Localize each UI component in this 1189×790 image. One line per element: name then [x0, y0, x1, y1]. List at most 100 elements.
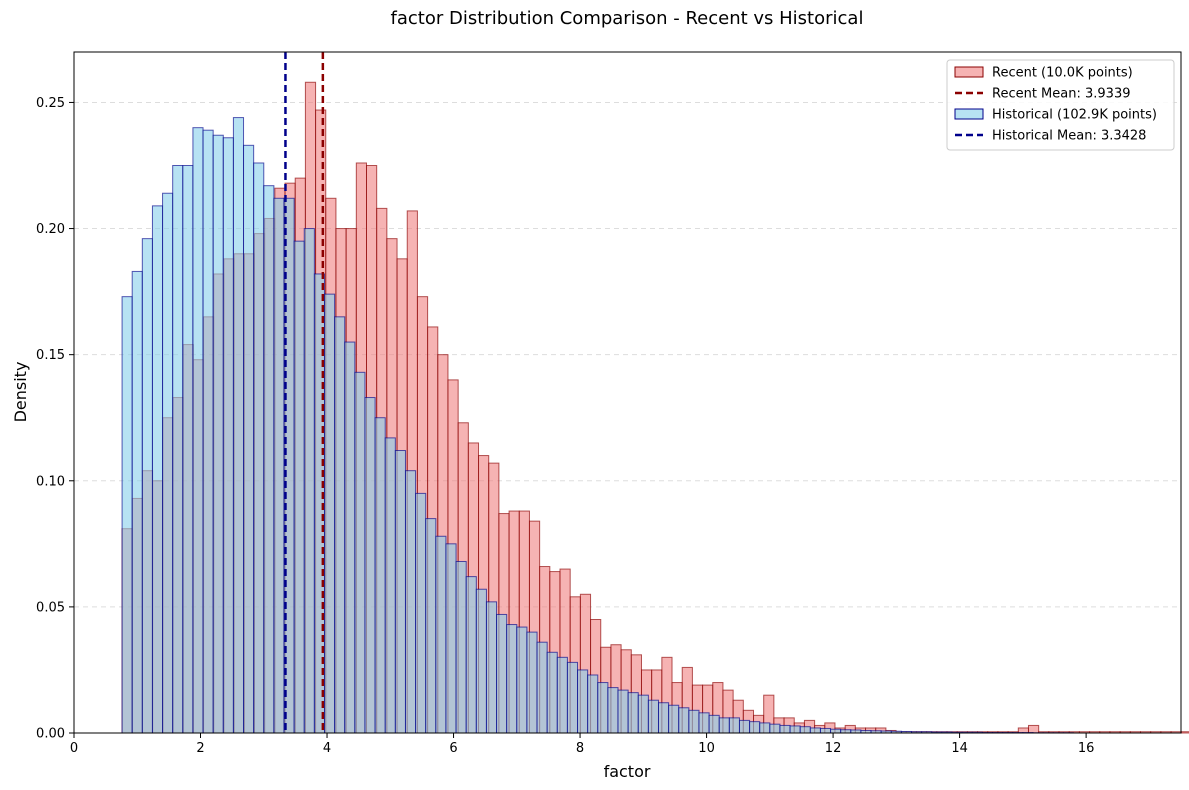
historical-bar	[577, 669, 589, 734]
historical-bar	[465, 576, 477, 734]
historical-bar	[121, 296, 133, 734]
historical-bar	[182, 165, 194, 734]
historical-bar	[728, 717, 740, 734]
historical-bar	[445, 543, 457, 734]
chart-title: factor Distribution Comparison - Recent …	[391, 8, 864, 29]
historical-bar	[546, 651, 558, 734]
historical-bar	[162, 192, 174, 734]
y-tick-label: 0.05	[36, 600, 65, 615]
historical-bar	[243, 144, 255, 734]
historical-bar	[253, 162, 265, 734]
y-tick-label: 0.20	[36, 222, 65, 237]
historical-bar	[779, 724, 791, 734]
historical-bar	[374, 417, 386, 734]
y-tick-label: 0.25	[36, 96, 65, 111]
historical-series-bars	[121, 117, 1074, 734]
historical-bar	[516, 626, 528, 734]
historical-bar	[496, 613, 508, 734]
historical-bar	[556, 656, 568, 734]
historical-bar	[455, 560, 467, 734]
historical-bar	[303, 228, 315, 734]
legend-swatch	[954, 66, 984, 78]
legend-label: Historical Mean: 3.3428	[992, 129, 1146, 144]
historical-bar	[830, 728, 842, 734]
historical-bar	[415, 492, 427, 734]
historical-bar	[475, 588, 487, 734]
historical-bar	[192, 127, 204, 734]
plot-area-frame	[73, 51, 1182, 734]
historical-bar	[647, 699, 659, 734]
historical-bar	[293, 240, 305, 734]
historical-bar	[506, 624, 518, 734]
historical-bar	[404, 470, 417, 734]
historical-bar	[769, 723, 781, 734]
x-tick-label: 4	[323, 741, 331, 756]
x-tick-label: 0	[70, 741, 78, 756]
historical-bar	[354, 371, 366, 734]
historical-bar	[485, 601, 498, 734]
historical-bar	[627, 692, 639, 734]
historical-bar	[597, 682, 609, 734]
historical-bar	[222, 137, 234, 734]
historical-bar	[263, 185, 275, 734]
historical-bar	[688, 709, 700, 734]
historical-bar	[759, 722, 771, 734]
y-tick-label: 0.00	[36, 727, 65, 742]
historical-bar	[364, 397, 376, 734]
historical-bar	[273, 197, 285, 734]
historical-bar	[232, 117, 245, 734]
recent-bar	[1027, 724, 1040, 734]
x-tick-label: 8	[576, 741, 584, 756]
historical-bar	[172, 165, 184, 734]
x-tick-label: 6	[449, 741, 457, 756]
historical-bar	[819, 727, 832, 734]
historical-bar	[212, 134, 224, 734]
y-axis: 0.00 0.05 0.10 0.15 0.20 0.25	[36, 96, 74, 742]
chart-legend: Recent (10.0K points) Recent Mean: 3.9339…	[946, 59, 1175, 151]
historical-bar	[151, 205, 164, 734]
historical-bar	[587, 674, 599, 734]
x-tick-label: 14	[951, 741, 968, 756]
y-tick-label: 0.15	[36, 348, 65, 363]
historical-bar	[718, 717, 730, 734]
legend-label: Recent Mean: 3.9339	[992, 87, 1130, 102]
historical-bar	[678, 707, 690, 734]
historical-bar	[425, 518, 437, 734]
historical-bar	[749, 721, 761, 734]
legend-swatch	[954, 108, 984, 120]
x-tick-label: 10	[698, 741, 715, 756]
historical-bar	[637, 694, 649, 734]
historical-bar	[617, 689, 629, 734]
historical-bar	[394, 450, 406, 734]
historical-bar	[536, 641, 548, 734]
x-axis: 0 2 4 6 8 10 12 14 16	[70, 733, 1095, 756]
historical-bar	[435, 535, 447, 734]
x-tick-label: 12	[825, 741, 842, 756]
recent-bar	[1180, 731, 1189, 734]
historical-bar	[657, 702, 670, 734]
legend-box	[946, 59, 1175, 151]
y-tick-label: 0.10	[36, 474, 65, 489]
historical-bar	[789, 725, 801, 734]
x-axis-title: factor	[604, 762, 651, 781]
historical-bar	[809, 727, 821, 734]
x-tick-label: 2	[196, 741, 204, 756]
historical-bar	[668, 704, 680, 734]
x-tick-label: 16	[1078, 741, 1095, 756]
legend-label: Recent (10.0K points)	[992, 66, 1133, 81]
historical-bar	[526, 631, 538, 734]
historical-bar	[566, 661, 579, 734]
historical-bar	[323, 293, 336, 734]
mean-reference-lines	[284, 52, 325, 733]
historical-bar	[799, 726, 811, 734]
historical-bar	[698, 712, 710, 734]
historical-bar	[607, 687, 619, 734]
legend-label: Historical (102.9K points)	[992, 108, 1157, 123]
historical-bar	[141, 238, 153, 734]
historical-bar	[738, 719, 751, 734]
historical-bar	[202, 129, 214, 734]
y-axis-title: Density	[11, 362, 30, 423]
historical-bar	[334, 316, 346, 734]
historical-bar	[384, 437, 396, 734]
